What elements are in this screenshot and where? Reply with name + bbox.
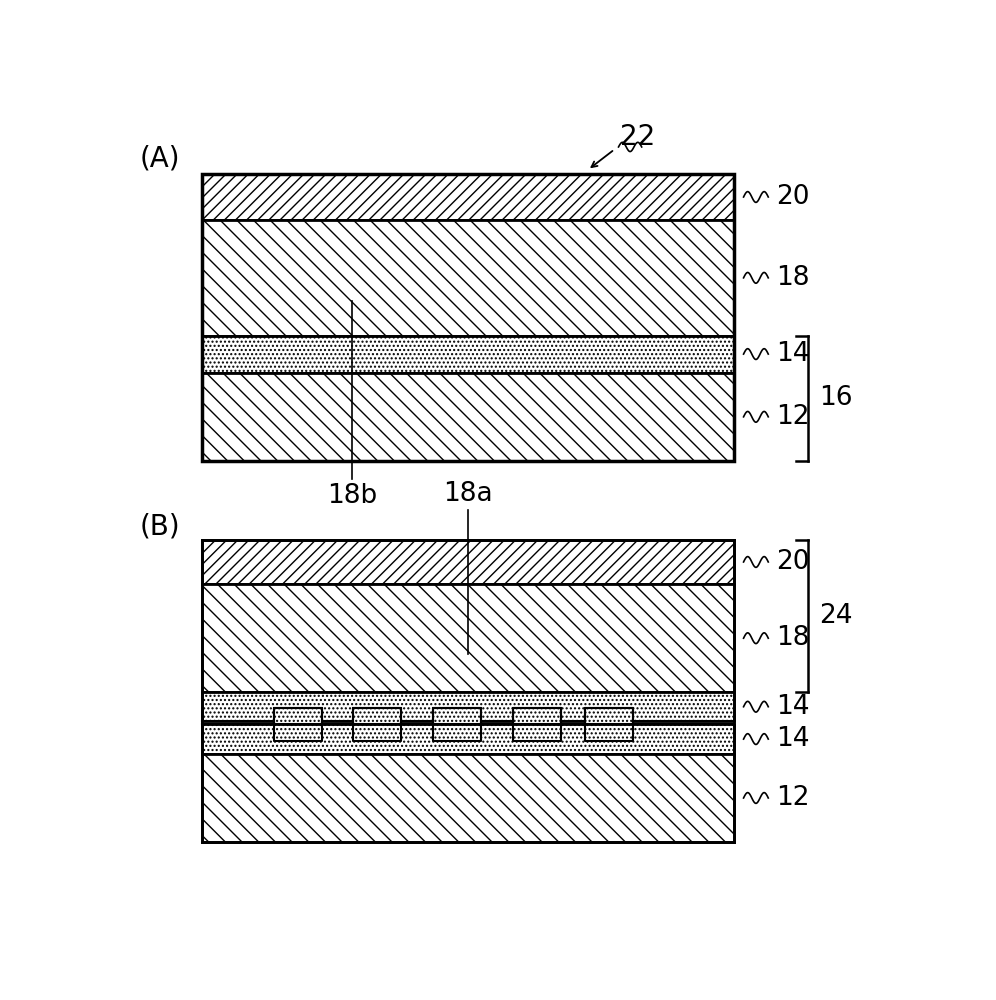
Text: 20: 20 bbox=[776, 549, 810, 575]
Bar bbox=[274, 708, 322, 724]
Bar bbox=[433, 721, 481, 741]
Bar bbox=[513, 721, 561, 741]
Bar bbox=[201, 220, 734, 336]
Text: 12: 12 bbox=[776, 404, 810, 430]
Bar bbox=[201, 336, 734, 373]
Text: 16: 16 bbox=[820, 385, 853, 411]
Bar bbox=[201, 174, 734, 461]
Bar bbox=[201, 692, 734, 721]
Text: (B): (B) bbox=[139, 513, 180, 541]
Bar bbox=[274, 721, 322, 741]
Bar bbox=[354, 721, 401, 741]
Text: 18: 18 bbox=[776, 625, 810, 651]
Text: 20: 20 bbox=[776, 184, 810, 210]
Bar bbox=[201, 754, 734, 842]
Bar bbox=[201, 584, 734, 692]
Bar bbox=[586, 721, 633, 741]
Bar bbox=[201, 174, 734, 220]
Bar bbox=[201, 540, 734, 584]
Bar bbox=[354, 708, 401, 724]
Bar bbox=[433, 708, 481, 724]
Bar bbox=[513, 708, 561, 724]
Text: 14: 14 bbox=[776, 726, 810, 752]
Bar bbox=[201, 724, 734, 754]
Text: 14: 14 bbox=[776, 341, 810, 367]
Text: 22: 22 bbox=[621, 123, 655, 151]
Text: 24: 24 bbox=[820, 603, 853, 629]
Bar bbox=[201, 373, 734, 461]
Text: 18b: 18b bbox=[327, 483, 377, 509]
Text: 12: 12 bbox=[776, 785, 810, 811]
Text: (A): (A) bbox=[139, 145, 180, 173]
Text: 14: 14 bbox=[776, 694, 810, 720]
Text: 18: 18 bbox=[776, 265, 810, 291]
Text: 18a: 18a bbox=[443, 481, 493, 507]
Bar bbox=[586, 708, 633, 724]
